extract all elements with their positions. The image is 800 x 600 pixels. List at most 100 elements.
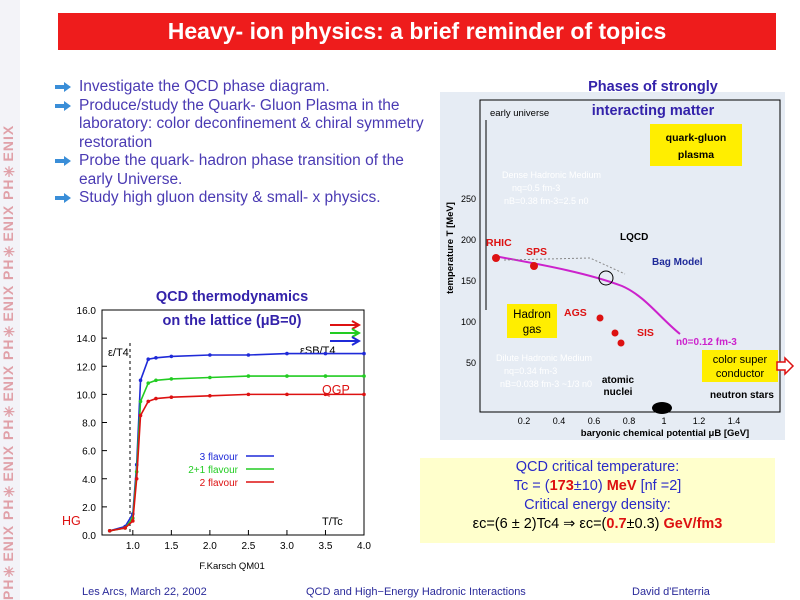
series-21-flavour-point — [323, 374, 328, 378]
series-2-flavour-point — [138, 413, 143, 418]
sps-point — [530, 262, 538, 270]
list-item: Study high gluon density & small- x phys… — [55, 189, 440, 208]
hadron-gas-line2: gas — [523, 324, 542, 336]
hg-label: HG — [62, 514, 81, 528]
bullet-text: Probe the quark- hadron phase transition… — [79, 152, 404, 188]
series-2-flavour-point — [154, 396, 158, 401]
legend-label-3-flavour: 3 flavour — [200, 452, 239, 463]
nuclei-point — [617, 339, 625, 347]
arrow-bullet-icon — [55, 193, 71, 203]
rhic-label: RHIC — [486, 237, 512, 249]
list-item: Investigate the QCD phase diagram. — [55, 78, 440, 97]
y-tick-label: 2.0 — [82, 503, 96, 514]
series-2-flavour-point — [123, 526, 127, 530]
footer-center: QCD and High−Energy Hadronic Interaction… — [306, 586, 526, 598]
sis-point — [611, 329, 619, 337]
y-tick-label: 16.0 — [77, 306, 97, 317]
series-21-flavour-point — [208, 375, 212, 380]
series-21-flavour-point — [362, 374, 366, 378]
series-21-flavour-point — [154, 378, 158, 383]
dense-medium-nb: nB=0.38 fm-3=2.5 n0 — [504, 196, 589, 206]
crit-temp-heading: QCD critical temperature: — [515, 459, 680, 475]
lattice-legend: 3 flavour 2+1 flavour 2 flavour — [188, 452, 274, 489]
phase-y-axis-label: temperature T [MeV] — [445, 202, 456, 294]
dilute-medium-nb: nB=0.038 fm-3 ~1/3 n0 — [500, 379, 592, 389]
hadron-gas-box — [507, 304, 557, 338]
lattice-title-line2: on the lattice (μB=0) — [163, 313, 302, 329]
series-2-flavour-point — [362, 392, 366, 397]
neutron-star-blob — [652, 402, 672, 414]
atomic-nuclei-line1: atomic — [602, 375, 635, 386]
qgp-label: QGP — [322, 383, 350, 397]
series-3-flavour-point — [146, 357, 151, 362]
topic-list: Investigate the QCD phase diagram. Produ… — [55, 78, 440, 208]
dense-medium-title: Dense Hadronic Medium — [502, 170, 601, 180]
x-tick-label: 2.0 — [203, 541, 217, 552]
y-tick-label: 4.0 — [82, 475, 96, 486]
phase-title-line1: Phases of strongly — [588, 79, 718, 95]
ags-label: AGS — [564, 307, 587, 319]
x-tick-label: 3.0 — [280, 541, 294, 552]
footer-left: Les Arcs, March 22, 2002 — [82, 586, 207, 598]
source-label: F.Karsch QM01 — [199, 561, 264, 572]
rhic-point — [492, 254, 500, 262]
phase-x-tick-label: 0.8 — [623, 416, 636, 426]
lqcd-band — [503, 257, 626, 275]
y-tick-label: 12.0 — [77, 362, 97, 373]
atomic-nuclei-line2: nuclei — [604, 387, 633, 398]
series-21-flavour-point — [285, 374, 289, 378]
series-2-flavour-point — [134, 476, 139, 481]
y-tick-label: 0.0 — [82, 531, 96, 542]
dilute-medium-title: Dilute Hadronic Medium — [496, 353, 592, 363]
sis-label: SIS — [637, 327, 654, 339]
phase-x-tick-label: 0.2 — [518, 416, 531, 426]
lattice-qcd-chart: QCD thermodynamics on the lattice (μB=0)… — [62, 289, 371, 572]
y-tick-label: 8.0 — [82, 419, 96, 430]
lattice-title-line1: QCD thermodynamics — [156, 289, 308, 305]
phase-title-line2: interacting matter — [592, 103, 715, 119]
y-tick-label: 6.0 — [82, 447, 96, 458]
series-3-flavour-point — [323, 351, 328, 356]
series-3-flavour-point — [285, 351, 289, 356]
crit-energy-value: εc=(6 ± 2)Tc4 ⇒ εc=(0.7±0.3) GeV/fm3 — [472, 516, 723, 532]
crit-energy-heading: Critical energy density: — [524, 497, 671, 513]
eps-sb-label: εSB/T4 — [300, 345, 335, 357]
qgp-box-line1: quark-gluon — [666, 132, 727, 144]
x-axis-label: T/Tc — [322, 516, 343, 528]
series-3-flavour-point — [138, 378, 143, 383]
list-item: Probe the quark- hadron phase transition… — [55, 152, 440, 189]
phase-y-tick-label: 200 — [461, 235, 476, 245]
neutron-stars-label: neutron stars — [710, 390, 774, 401]
phase-x-tick-label: 1 — [661, 416, 666, 426]
phase-x-tick-label: 1.4 — [728, 416, 741, 426]
qgp-box — [650, 124, 742, 166]
arrow-bullet-icon — [55, 156, 71, 166]
x-tick-label: 1.0 — [126, 541, 140, 552]
qgp-box-line2: plasma — [678, 149, 714, 161]
sb-limit-arrows — [330, 320, 362, 346]
series-2-flavour-point — [208, 393, 212, 398]
dense-medium-nq: nq=0.5 fm-3 — [512, 183, 560, 193]
arrow-bullet-icon — [55, 100, 71, 111]
bullet-text: Study high gluon density & small- x phys… — [79, 189, 381, 206]
hadron-gas-line1: Hadron — [513, 309, 551, 321]
sidebar-logo-strip: PH✳ENIX PH✳ENIX PH✳ENIX PH✳ENIX PH✳ENIX … — [0, 0, 20, 600]
crit-temp-value: Tc = (173±10) MeV [nf =2] — [513, 478, 682, 494]
plot-frame — [101, 309, 365, 536]
color-superconductor-box — [702, 350, 778, 382]
series-2-flavour-point — [131, 519, 135, 523]
sps-label: SPS — [526, 246, 547, 258]
color-super-line2: conductor — [716, 368, 765, 380]
bullet-text: Investigate the QCD phase diagram. — [79, 78, 330, 95]
list-item: Produce/study the Quark- Gluon Plasma in… — [55, 97, 440, 153]
series-3-flavour-point — [362, 351, 366, 356]
footer-right: David d'Enterria — [632, 586, 710, 598]
x-tick-label: 3.5 — [319, 541, 333, 552]
series-3-flavour-point — [208, 353, 212, 357]
series-2-flavour-point — [107, 528, 112, 533]
phase-x-tick-label: 0.4 — [553, 416, 566, 426]
series-2-flavour-point — [285, 392, 289, 397]
x-tick-label: 4.0 — [357, 541, 371, 552]
color-super-line1: color super — [713, 354, 768, 366]
series-3-flavour-point — [154, 356, 158, 360]
